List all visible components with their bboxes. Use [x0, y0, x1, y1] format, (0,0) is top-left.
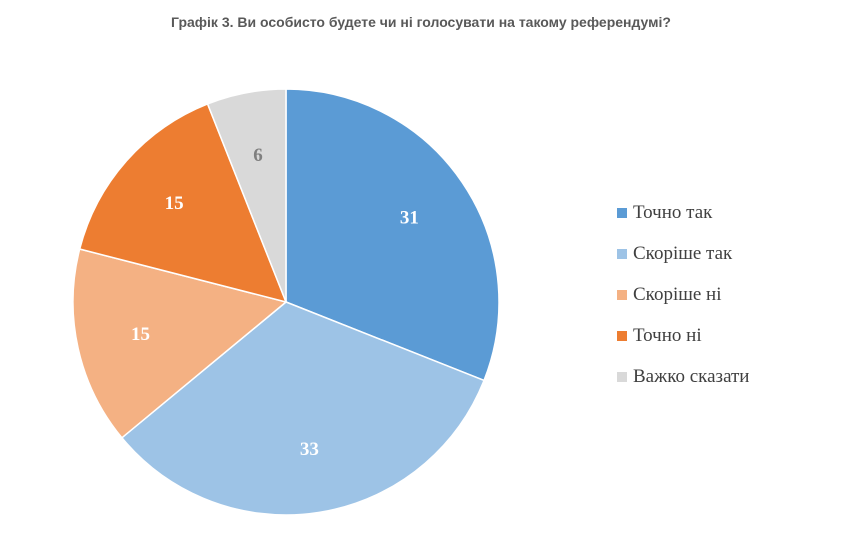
pie-slice-skorishe-ni [72, 248, 288, 439]
legend-label: Скоріше ні [633, 283, 722, 305]
pie-slices [72, 88, 500, 516]
data-label-tochno-ni: 15 [165, 193, 184, 214]
legend-label: Точно так [633, 201, 713, 223]
chart-title: Графік 3. Ви особисто будете чи ні голос… [171, 14, 671, 30]
legend-item-vazhko-skazaty: Важко сказати [617, 356, 749, 397]
legend-label: Скоріше так [633, 242, 733, 264]
legend-label: Точно ні [633, 324, 702, 346]
pie-data-labels: 31 33 15 15 6 [131, 145, 419, 460]
data-label-vazhko-skazaty: 6 [253, 145, 263, 166]
legend-item-tochno-tak: Точно так [617, 192, 749, 233]
data-label-skorishe-tak: 33 [300, 439, 319, 460]
data-label-skorishe-ni: 15 [131, 324, 150, 345]
legend-item-skorishe-ni: Скоріше ні [617, 274, 749, 315]
legend-item-tochno-ni: Точно ні [617, 315, 749, 356]
pie-slice-tochno-ni [78, 102, 288, 304]
legend-item-skorishe-tak: Скоріше так [617, 233, 749, 274]
data-label-tochno-tak: 31 [400, 208, 419, 229]
pie-slice-vazhko-skazaty [206, 88, 287, 303]
legend-swatch [617, 248, 627, 259]
legend-swatch [617, 207, 627, 218]
legend: Точно так Скоріше так Скоріше ні Точно н… [617, 192, 749, 397]
legend-swatch [617, 289, 627, 300]
pie-slice-skorishe-tak [120, 301, 486, 516]
legend-swatch [617, 371, 627, 382]
legend-label: Важко сказати [633, 365, 750, 387]
pie-slice-tochno-tak [285, 88, 500, 382]
legend-swatch [617, 330, 627, 341]
